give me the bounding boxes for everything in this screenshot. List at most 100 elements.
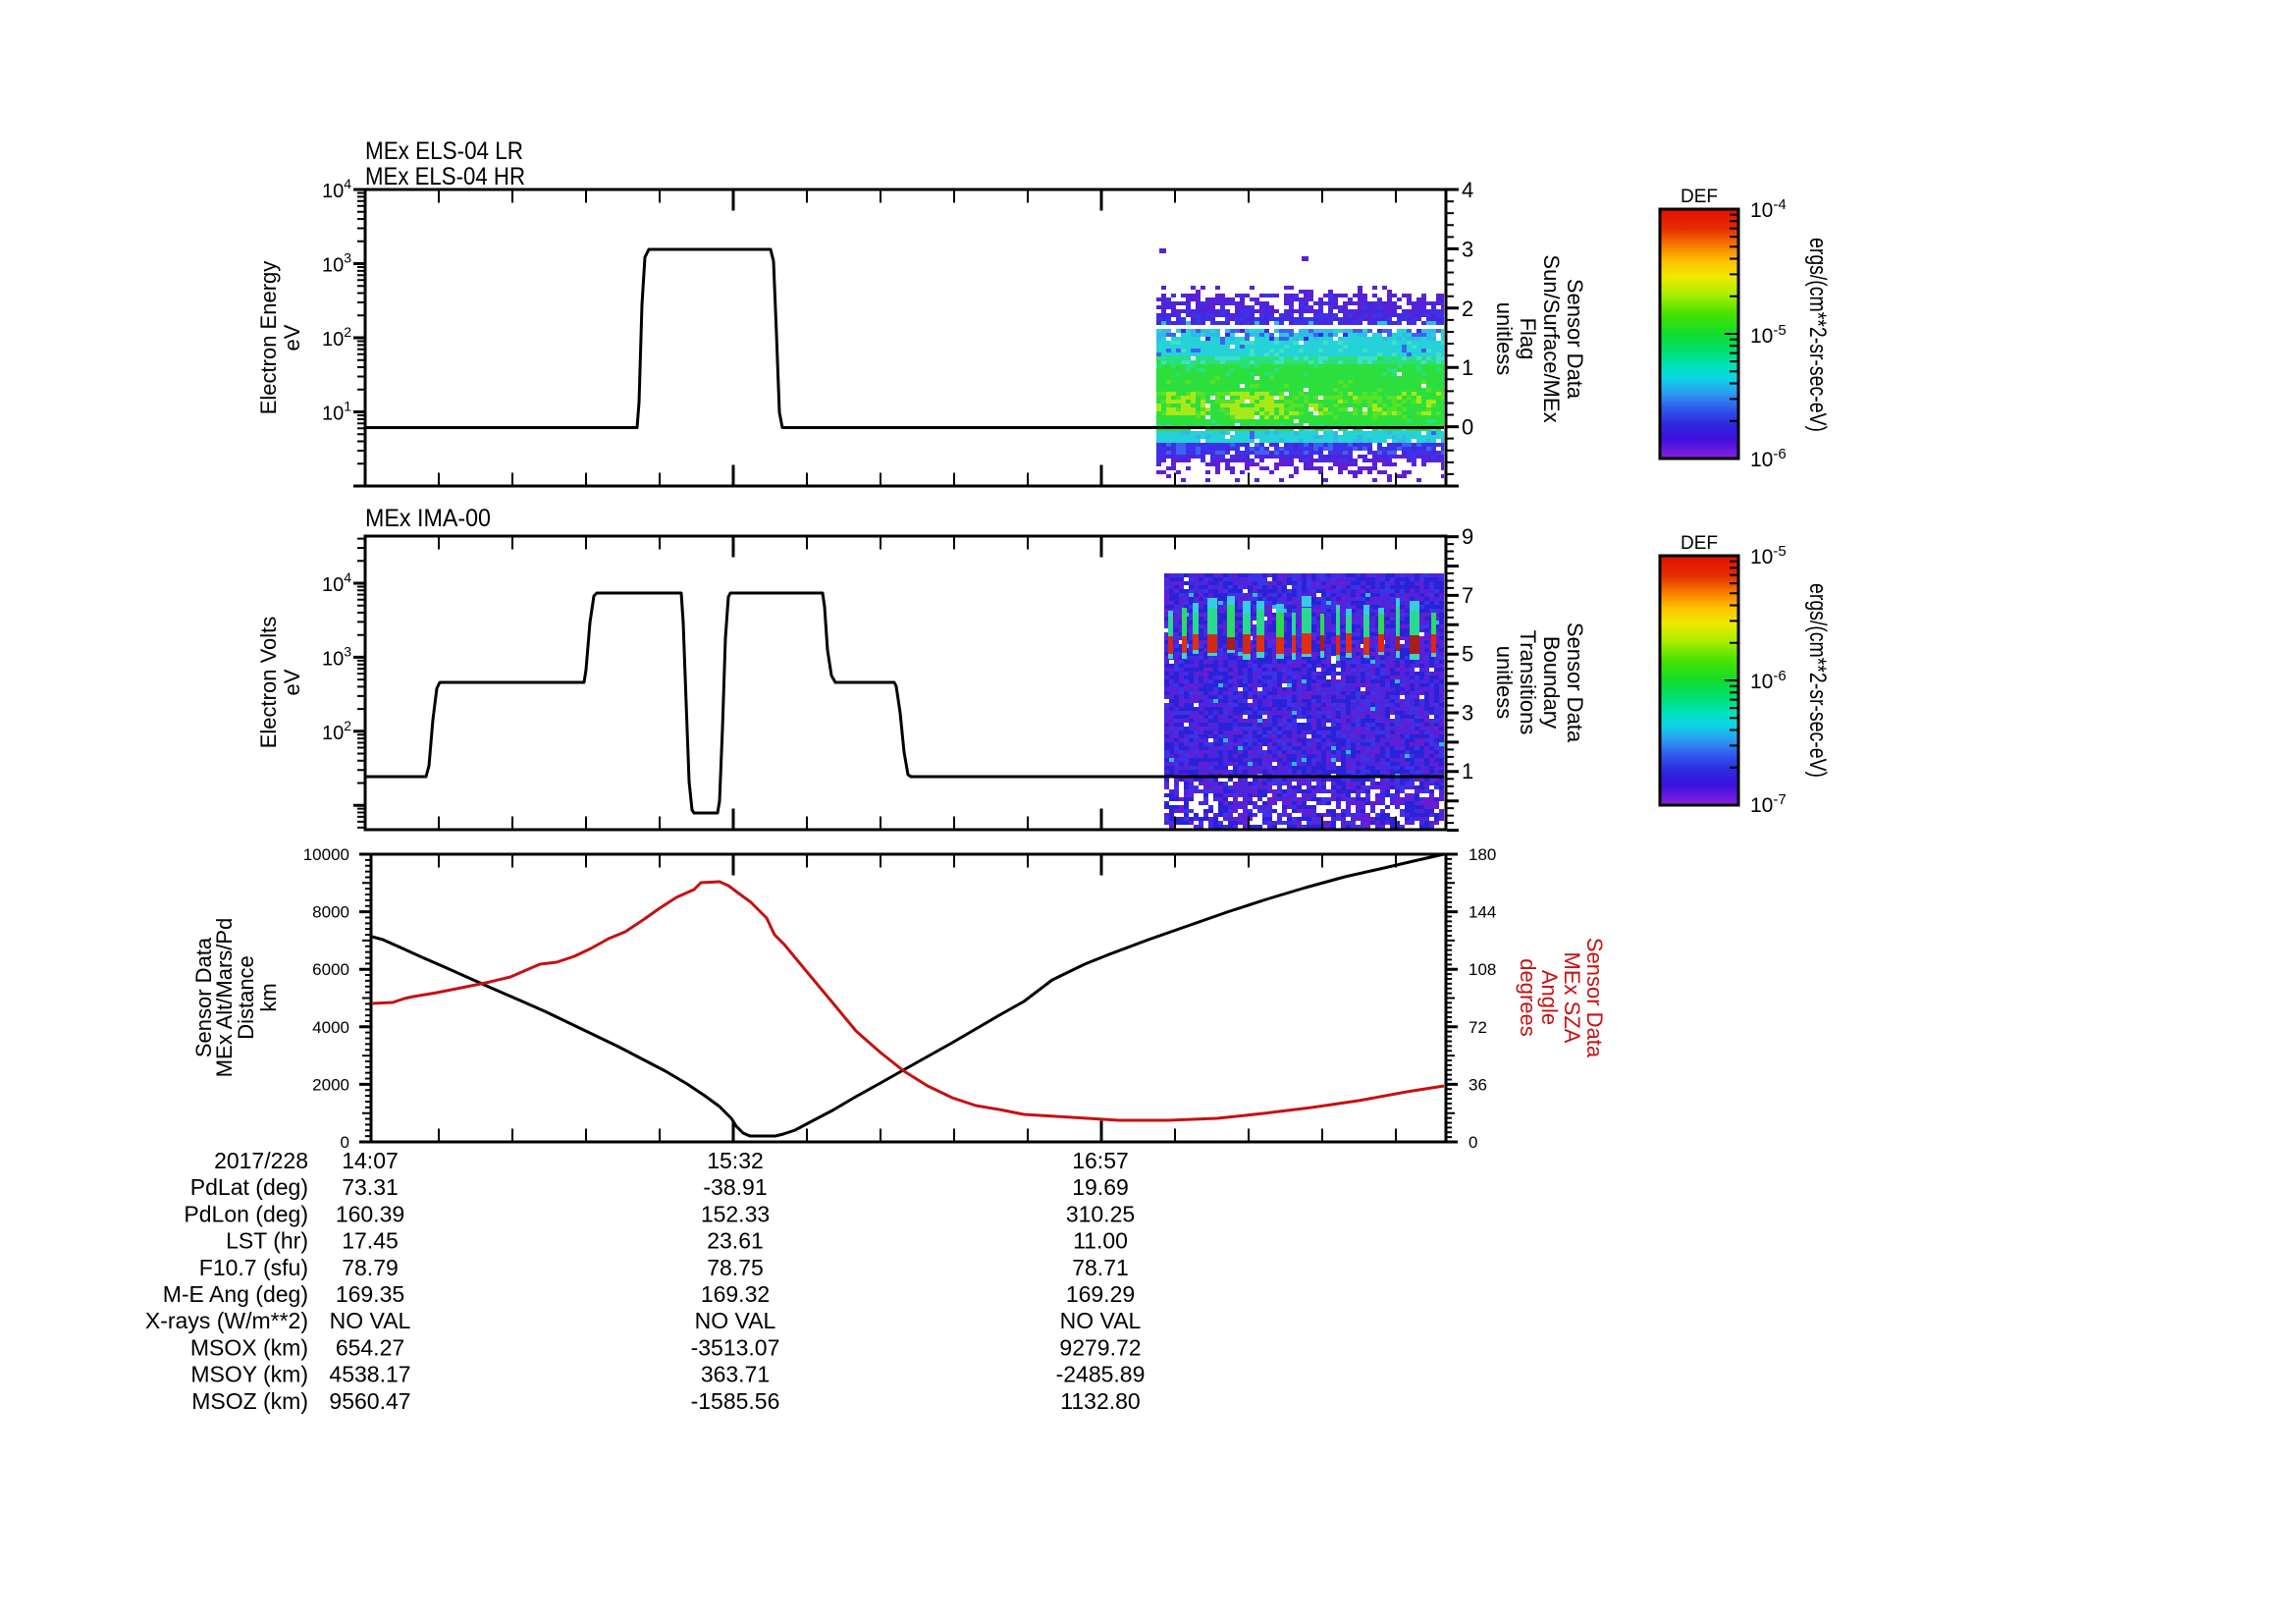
svg-text:102: 102 [322,718,351,744]
svg-text:Flag: Flag [1516,318,1540,360]
svg-text:10-4: 10-4 [1750,196,1787,222]
svg-text:169.29: 169.29 [1066,1281,1135,1307]
svg-text:-3513.07: -3513.07 [691,1334,780,1360]
svg-text:3: 3 [1462,700,1473,725]
svg-text:LST (hr): LST (hr) [226,1228,308,1254]
svg-text:PdLat (deg): PdLat (deg) [190,1174,308,1200]
svg-text:10-5: 10-5 [1750,322,1787,348]
svg-text:23.61: 23.61 [707,1228,764,1254]
svg-text:2000: 2000 [312,1075,349,1094]
svg-text:Boundary: Boundary [1539,636,1564,729]
svg-text:10-5: 10-5 [1750,543,1787,568]
svg-text:MEx IMA-00: MEx IMA-00 [365,505,491,532]
svg-text:15:32: 15:32 [707,1148,764,1173]
svg-text:eV: eV [280,669,304,695]
svg-text:km: km [256,983,281,1011]
svg-text:152.33: 152.33 [701,1201,770,1226]
svg-text:78.75: 78.75 [707,1255,764,1280]
svg-text:10000: 10000 [303,845,349,864]
svg-text:0: 0 [341,1133,349,1152]
svg-text:9279.72: 9279.72 [1059,1334,1141,1360]
svg-text:7: 7 [1462,583,1473,608]
svg-text:10-6: 10-6 [1750,668,1787,693]
svg-text:-1585.56: -1585.56 [691,1388,780,1414]
svg-text:0: 0 [1468,1133,1477,1152]
svg-text:36: 36 [1468,1075,1487,1094]
svg-text:Sensor Data: Sensor Data [1563,622,1587,743]
svg-text:108: 108 [1468,960,1496,979]
svg-text:Angle: Angle [1537,970,1562,1025]
svg-text:11.00: 11.00 [1073,1228,1128,1254]
svg-text:4538.17: 4538.17 [329,1362,410,1387]
svg-text:363.71: 363.71 [701,1362,770,1387]
svg-text:ergs/(cm**2-sr-sec-eV): ergs/(cm**2-sr-sec-eV) [1804,583,1831,778]
svg-text:6000: 6000 [312,960,349,979]
svg-text:MSOY (km): MSOY (km) [190,1362,308,1387]
svg-text:2017/228: 2017/228 [214,1148,308,1173]
svg-text:101: 101 [322,399,351,425]
svg-text:102: 102 [322,324,351,351]
svg-text:-38.91: -38.91 [703,1174,767,1200]
svg-text:103: 103 [322,250,351,277]
svg-text:160.39: 160.39 [336,1201,404,1226]
svg-text:ergs/(cm**2-sr-sec-eV): ergs/(cm**2-sr-sec-eV) [1804,238,1831,432]
svg-text:9: 9 [1462,524,1473,549]
svg-text:M-E Ang (deg): M-E Ang (deg) [163,1281,308,1307]
svg-text:Electron Energy: Electron Energy [256,261,281,415]
svg-text:Sun/Surface/MEx: Sun/Surface/MEx [1539,254,1564,422]
svg-text:MSOX (km): MSOX (km) [190,1334,308,1360]
svg-text:5: 5 [1462,642,1473,667]
svg-text:104: 104 [322,176,351,202]
svg-text:Sensor Data: Sensor Data [1582,938,1607,1058]
svg-text:Sensor Data: Sensor Data [191,937,216,1057]
svg-text:DEF: DEF [1681,533,1718,554]
svg-text:2: 2 [1462,297,1473,321]
svg-text:MEx Alt/Mars/Pd: MEx Alt/Mars/Pd [212,918,237,1078]
svg-text:4: 4 [1462,178,1473,202]
svg-text:78.79: 78.79 [342,1255,399,1280]
svg-text:unitless: unitless [1492,646,1517,720]
svg-text:MEx ELS-04 HR: MEx ELS-04 HR [365,163,525,190]
svg-text:180: 180 [1468,845,1496,864]
svg-text:F10.7 (sfu): F10.7 (sfu) [199,1255,308,1280]
svg-text:19.69: 19.69 [1072,1174,1129,1200]
svg-text:9560.47: 9560.47 [329,1388,410,1414]
svg-text:Transitions: Transitions [1516,630,1540,735]
svg-text:MSOZ (km): MSOZ (km) [191,1388,308,1414]
svg-text:NO VAL: NO VAL [695,1308,776,1333]
svg-text:78.71: 78.71 [1072,1255,1129,1280]
svg-text:-2485.89: -2485.89 [1056,1362,1146,1387]
svg-text:14:07: 14:07 [342,1148,399,1173]
svg-text:NO VAL: NO VAL [330,1308,411,1333]
svg-text:X-rays (W/m**2): X-rays (W/m**2) [145,1308,308,1333]
svg-text:NO VAL: NO VAL [1060,1308,1142,1333]
svg-text:1: 1 [1462,355,1473,380]
svg-text:169.32: 169.32 [701,1281,770,1307]
svg-text:Electron Volts: Electron Volts [256,617,281,749]
svg-text:4000: 4000 [312,1018,349,1037]
svg-text:17.45: 17.45 [342,1228,399,1254]
svg-text:3: 3 [1462,237,1473,261]
svg-text:0: 0 [1462,415,1473,440]
svg-text:16:57: 16:57 [1072,1148,1129,1173]
svg-text:eV: eV [280,324,304,351]
svg-text:DEF: DEF [1681,187,1718,207]
svg-text:8000: 8000 [312,903,349,922]
svg-text:73.31: 73.31 [342,1174,399,1200]
svg-text:104: 104 [322,569,351,596]
svg-text:MEx SZA: MEx SZA [1560,952,1584,1044]
svg-text:169.35: 169.35 [336,1281,404,1307]
svg-text:PdLon (deg): PdLon (deg) [184,1201,308,1226]
svg-text:144: 144 [1468,903,1496,922]
svg-text:degrees: degrees [1516,958,1540,1037]
svg-text:Sensor Data: Sensor Data [1563,279,1587,400]
svg-text:10-7: 10-7 [1750,791,1787,817]
svg-text:103: 103 [322,643,351,670]
svg-text:310.25: 310.25 [1066,1201,1135,1226]
svg-text:1: 1 [1462,759,1473,784]
svg-text:654.27: 654.27 [336,1334,404,1360]
svg-text:Distance: Distance [234,955,258,1040]
svg-text:MEx ELS-04 LR: MEx ELS-04 LR [365,137,523,165]
svg-text:10-6: 10-6 [1750,446,1787,471]
svg-text:72: 72 [1468,1018,1487,1037]
